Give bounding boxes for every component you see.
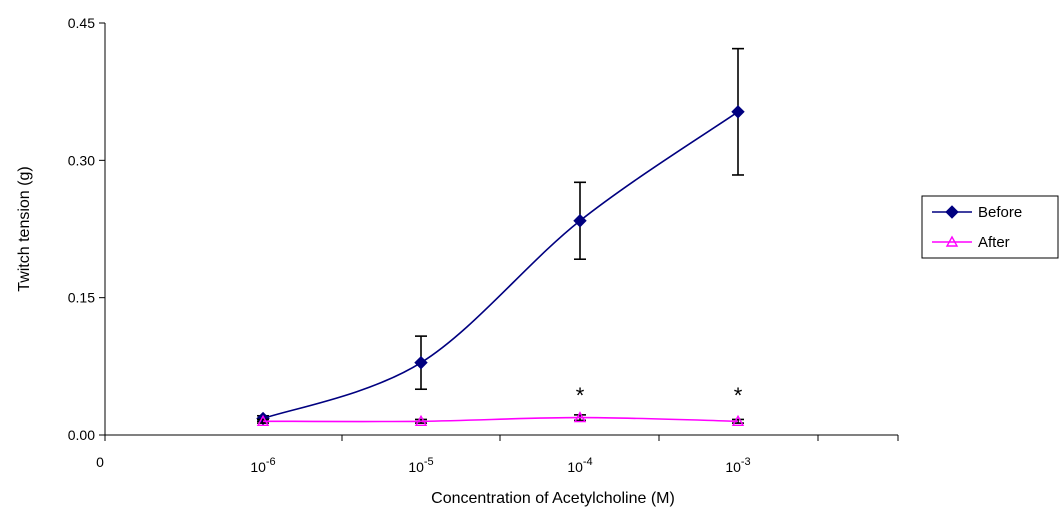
x-tick-label: 10-4 [567,456,592,475]
series-after [256,411,745,426]
x-tick-label: 10-3 [725,456,750,475]
y-tick-label: 0.45 [68,15,95,31]
legend-item-after: After [932,234,1010,251]
series-line-before [262,111,739,420]
y-axis-title: Twitch tension (g) [16,166,33,291]
axes [104,23,898,436]
legend-item-before: Before [932,204,1022,221]
x-axis-title: Concentration of Acetylcholine (M) [431,490,675,507]
data-point-before [414,355,428,370]
y-tick-label: 0.00 [68,427,95,443]
data-point-after [731,414,745,426]
significance-asterisk: * [576,383,585,408]
y-ticks: 0.00 0.15 0.30 0.45 [68,15,105,443]
significance-asterisk: * [734,383,743,408]
x-ticks: 10-6 10-5 10-4 10-3 [104,435,899,475]
x-tick-label: 10-6 [250,456,275,475]
data-point-after [414,414,428,426]
series-line-after [262,416,739,423]
legend-marker [945,235,959,247]
y-tick-label: 0.30 [68,152,95,168]
annotation-layer: * * [576,383,743,408]
x-origin-label: 0 [96,454,104,470]
legend-marker [945,205,959,219]
data-point-after [573,411,587,423]
series-layer [256,47,745,426]
x-tick-label: 10-5 [408,456,433,475]
legend-label: Before [978,204,1022,221]
series-before [256,47,745,426]
legend-box [921,195,1059,259]
data-point-after [256,414,270,426]
data-point-before [573,214,587,228]
legend: Before After [921,195,1059,259]
data-point-before [731,105,745,119]
y-tick-label: 0.15 [68,290,95,306]
legend-label: After [978,234,1010,251]
